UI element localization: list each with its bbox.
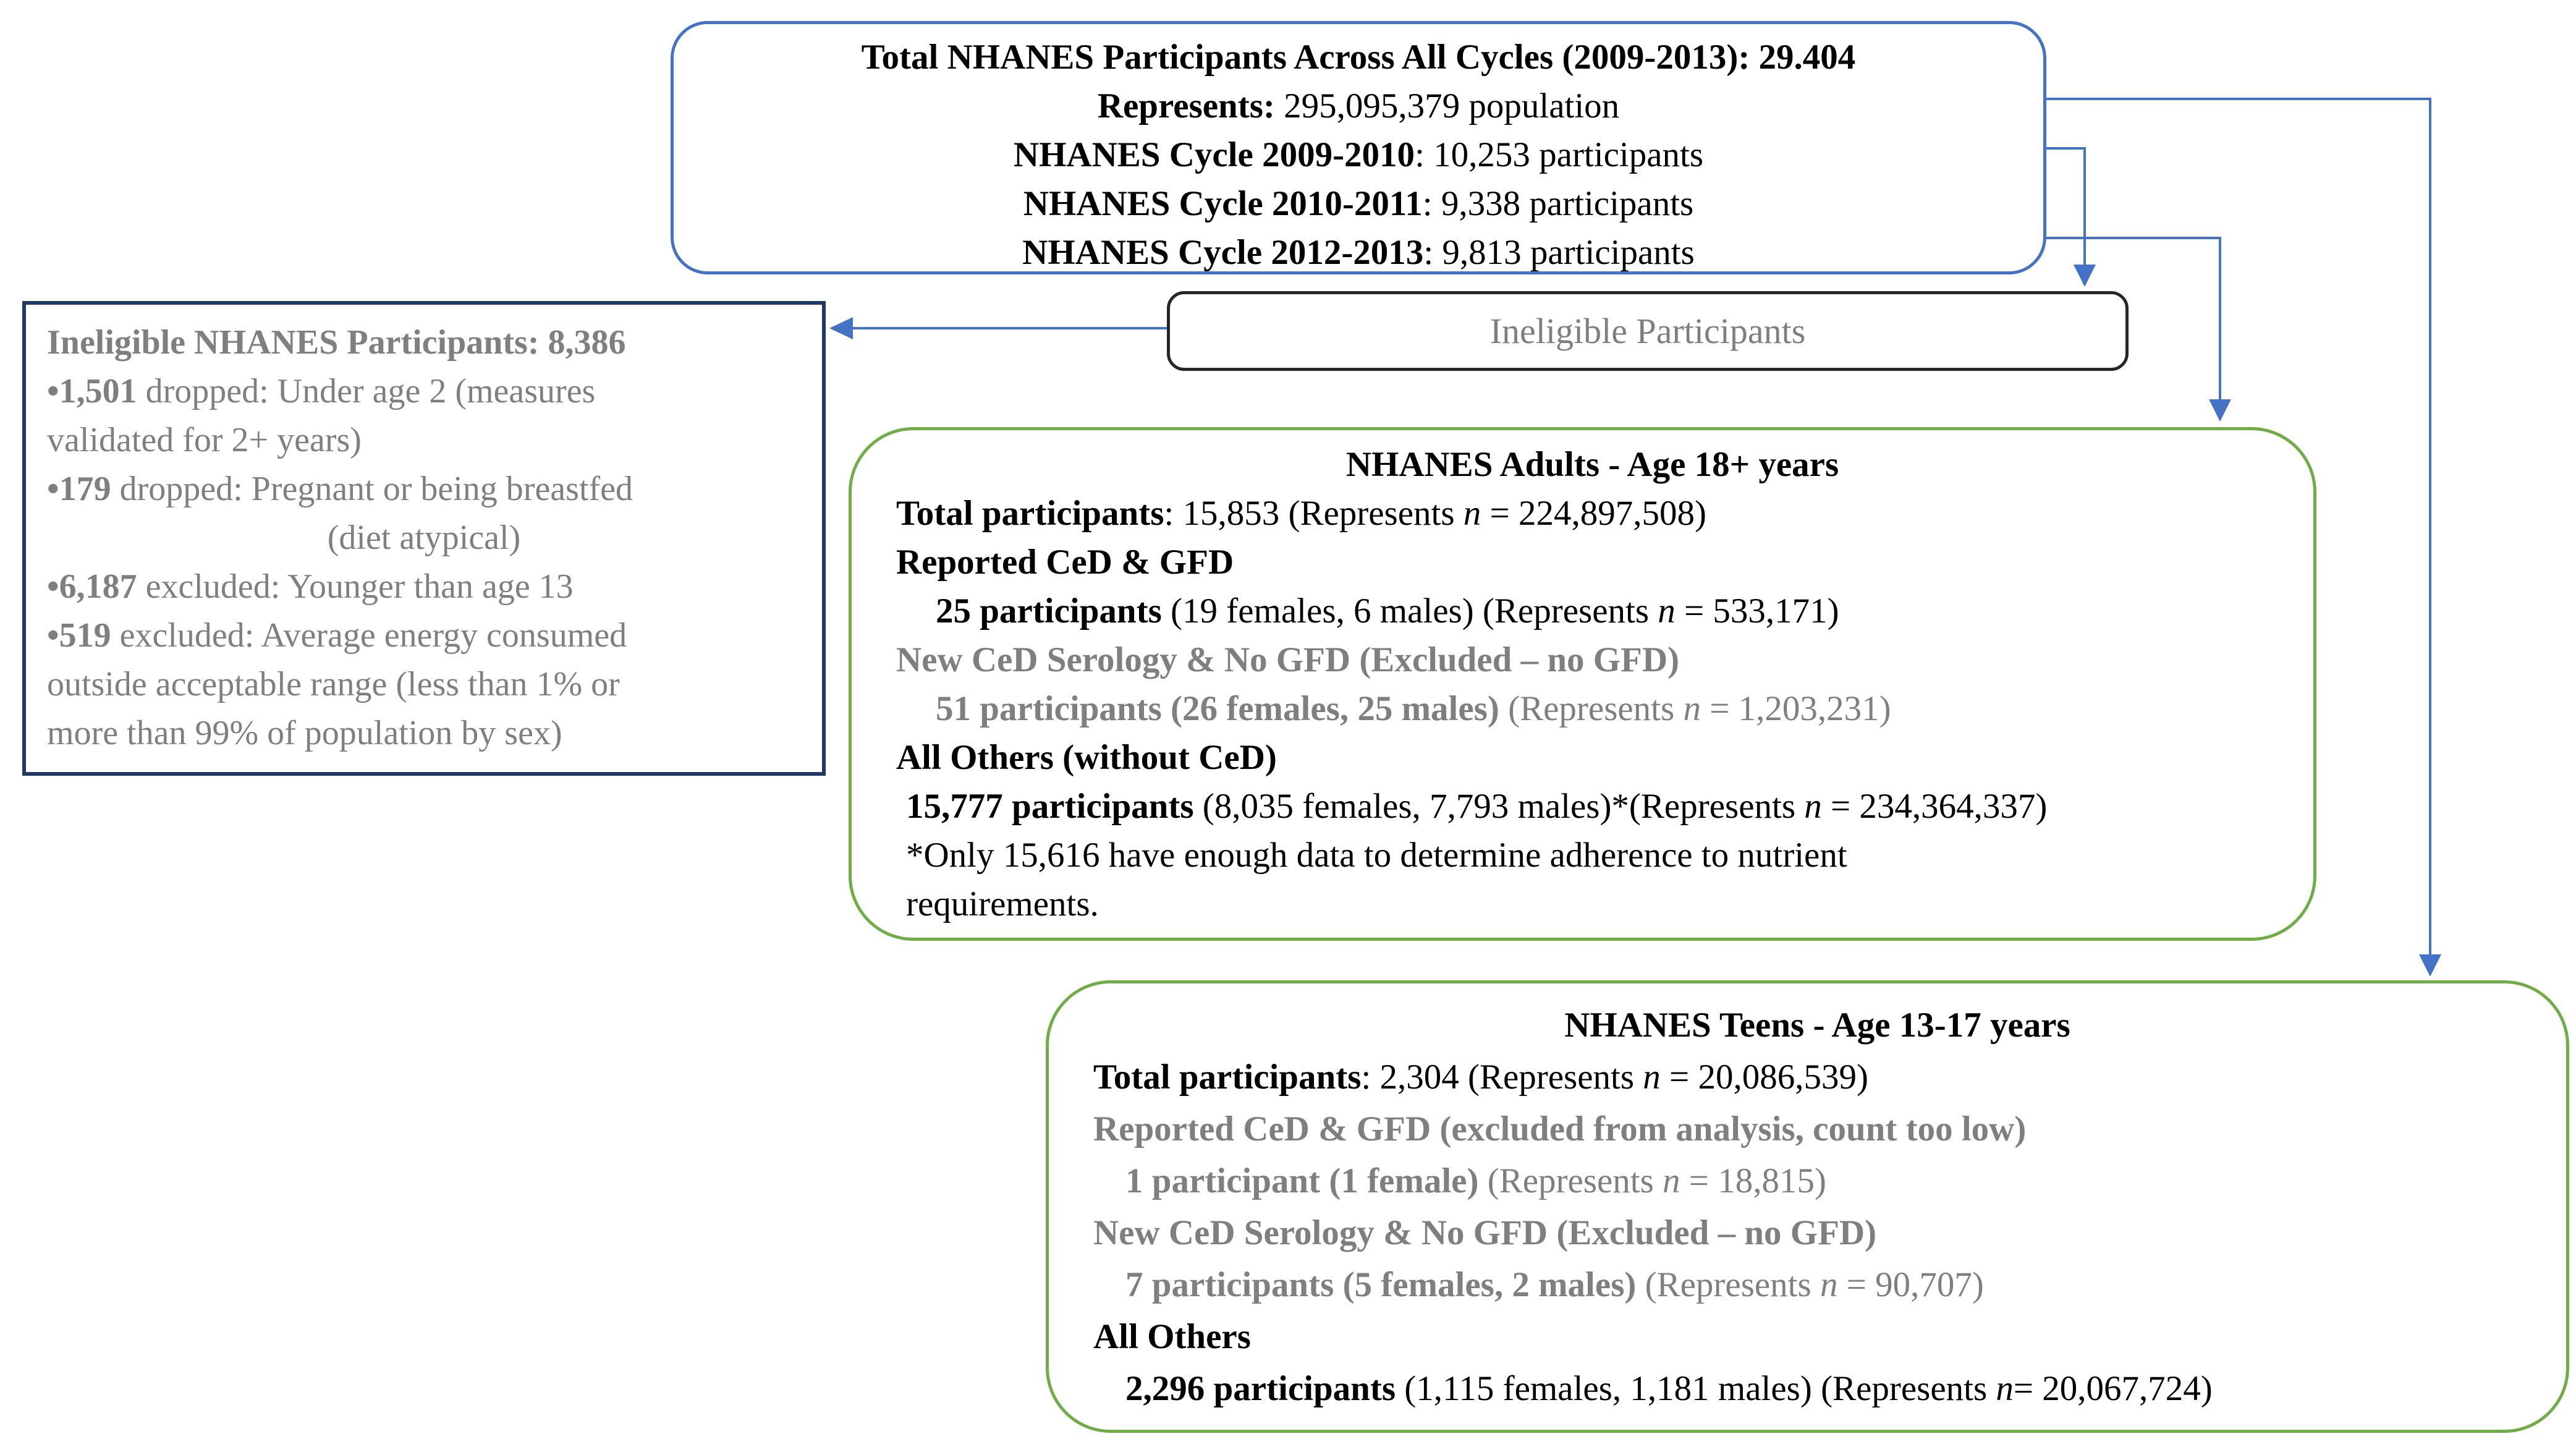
adults-reported-ced-count: 25 participants (19 females, 6 males) (R… [936,592,1839,630]
cycle-2012-2013-line: NHANES Cycle 2012-2013: 9,813 participan… [1022,233,1695,272]
diet-atypical-line: (diet atypical) [327,519,521,557]
teens-total-line: Total participants: 2,304 (Represents n … [1093,1058,1868,1097]
adults-footnote-line2: requirements. [906,885,1099,923]
represents-population-line: Represents: 295,095,379 population [1097,87,1620,125]
teens-all-others-header: All Others [1093,1317,1251,1356]
excluded-younger-13-line: •6,187 excluded: Younger than age 13 [47,567,574,606]
adults-all-others-header: All Others (without CeD) [896,738,1277,777]
adults-box: NHANES Adults - Age 18+ years Total part… [849,427,2316,941]
teens-new-serology-header: New CeD Serology & No GFD (Excluded – no… [1093,1213,1877,1252]
dropped-pregnant-line: •179 dropped: Pregnant or being breastfe… [47,470,633,508]
connector-top-to-teens-vertical [2429,98,2431,957]
adults-title: NHANES Adults - Age 18+ years [1345,445,1839,484]
arrow-down-icon [2209,399,2231,422]
teens-reported-ced-header: Reported CeD & GFD (excluded from analys… [1093,1110,2027,1148]
connector-top-to-adults-vertical [2219,237,2221,401]
connector-top-to-ineligible-vertical [2083,147,2086,266]
connector-top-to-adults-horizontal [2046,237,2221,239]
connector-ineligible-to-detail [852,327,1167,329]
ineligible-participants-label: Ineligible Participants [1489,311,1806,351]
excluded-energy-line: •519 excluded: Average energy consumed [47,616,627,655]
teens-all-others-count: 2,296 participants (1,115 females, 1,181… [1125,1369,2213,1408]
dropped-under-age-2-line-wrap: validated for 2+ years) [47,421,362,459]
adults-all-others-count: 15,777 participants (8,035 females, 7,79… [906,787,2048,826]
teens-title: NHANES Teens - Age 13-17 years [1564,1006,2070,1045]
adults-new-serology-count: 51 participants (26 females, 25 males) (… [936,689,1891,728]
ineligible-detail-box: Ineligible NHANES Participants: 8,386 •1… [22,301,826,776]
adults-new-serology-header: New CeD Serology & No GFD (Excluded – no… [896,640,1680,679]
adults-footnote-line1: *Only 15,616 have enough data to determi… [906,836,1847,875]
dropped-under-age-2-line: •1,501 dropped: Under age 2 (measures [47,372,596,410]
teens-reported-ced-count: 1 participant (1 female) (Represents n =… [1125,1161,1826,1200]
cycle-2010-2011-line: NHANES Cycle 2010-2011: 9,338 participan… [1023,184,1694,223]
excluded-energy-line-wrap1: outside acceptable range (less than 1% o… [47,665,620,703]
adults-reported-ced-header: Reported CeD & GFD [896,543,1234,582]
teens-new-serology-count: 7 participants (5 females, 2 males) (Rep… [1125,1265,1984,1304]
arrow-left-icon [829,317,853,339]
connector-top-to-ineligible-horizontal [2046,147,2086,150]
connector-top-to-teens-horizontal [2046,98,2431,100]
cycle-2009-2010-line: NHANES Cycle 2009-2010: 10,253 participa… [1013,135,1704,174]
excluded-energy-line-wrap2: more than 99% of population by sex) [47,714,562,752]
teens-box: NHANES Teens - Age 13-17 years Total par… [1046,980,2569,1433]
total-participants-title: Total NHANES Participants Across All Cyc… [861,38,1856,77]
ineligible-participants-label-box: Ineligible Participants [1167,291,2129,371]
adults-total-line: Total participants: 15,853 (Represents n… [896,494,1706,533]
arrow-down-icon [2419,954,2441,977]
ineligible-detail-title: Ineligible NHANES Participants: 8,386 [47,323,626,362]
total-participants-box: Total NHANES Participants Across All Cyc… [671,21,2046,274]
arrow-down-icon [2074,265,2096,287]
